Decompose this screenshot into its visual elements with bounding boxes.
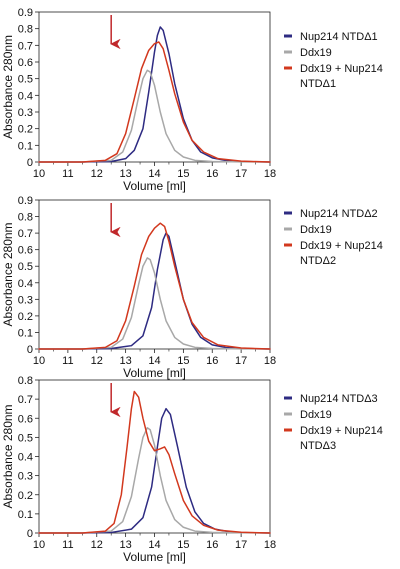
y-tick-label: 0.7 [18, 40, 33, 52]
y-tick-label: 0.9 [18, 195, 33, 207]
y-tick-label: 0.4 [18, 278, 33, 290]
y-tick-label: 0.6 [18, 413, 33, 425]
x-axis-label: Volume [ml] [123, 550, 186, 564]
x-tick-label: 18 [264, 355, 276, 367]
x-tick-label: 17 [235, 539, 247, 551]
y-tick-label: 0.3 [18, 107, 33, 119]
x-tick-label: 13 [120, 355, 132, 367]
y-tick-label: 0.1 [18, 509, 33, 521]
legend-label: Nup214 NTDΔ3 [300, 393, 378, 405]
x-tick-label: 15 [177, 168, 189, 180]
x-tick-label: 13 [120, 539, 132, 551]
y-tick-label: 0.5 [18, 261, 33, 273]
x-tick-label: 11 [62, 355, 73, 367]
x-axis-label: Volume [ml] [123, 179, 186, 193]
x-tick-label: 12 [91, 168, 103, 180]
y-tick-label: 0.6 [18, 245, 33, 257]
chart-panel-1: 0 0.1 0.2 0.3 0.4 0.5 0.6 0.7 0.8 0.9 10 11 12 13 14 15… [1, 7, 383, 193]
legend-label: Nup214 NTDΔ2 [300, 208, 378, 220]
legend-label-line2: NTDΔ2 [300, 255, 336, 267]
x-tick-label: 16 [206, 355, 218, 367]
x-axis-label: Volume [ml] [123, 366, 186, 380]
y-tick-label: 0 [27, 157, 33, 169]
series-line-nup214 [38, 407, 271, 534]
legend-label: Ddx19 [300, 224, 332, 236]
x-tick-label: 14 [148, 168, 160, 180]
y-tick-label: 0.3 [18, 294, 33, 306]
y-tick-label: 0.5 [18, 74, 33, 86]
y-tick-label: 0.8 [18, 24, 33, 36]
legend: Nup214 NTDΔ1 Ddx19 Ddx19 + Nup214 NTDΔ1 [284, 31, 383, 90]
x-tick-label: 10 [33, 355, 45, 367]
series-line-nup214 [38, 26, 271, 163]
series-line-ddx19 [38, 427, 271, 534]
series-line-nup214 [38, 232, 271, 350]
x-tick-label: 18 [264, 168, 276, 180]
x-tick-label: 11 [62, 168, 73, 180]
legend: Nup214 NTDΔ2 Ddx19 Ddx19 + Nup214 NTDΔ2 [284, 208, 383, 267]
legend-label: Ddx19 + Nup214 [300, 63, 383, 75]
series-line-complex [38, 390, 271, 534]
chart-panel-3: 0 0.1 0.2 0.3 0.4 0.5 0.6 0.7 0.8 10 11 12 13 14 15 16 1… [1, 375, 383, 564]
y-tick-label: 0.2 [18, 311, 33, 323]
x-tick-label: 17 [235, 355, 247, 367]
y-tick-label: 0.7 [18, 228, 33, 240]
legend-label-line2: NTDΔ1 [300, 78, 336, 90]
x-tick-label: 14 [148, 539, 160, 551]
y-tick-label: 0.3 [18, 471, 33, 483]
y-axis-label: Absorbance 280nm [1, 404, 15, 508]
legend-label: Ddx19 [300, 409, 332, 421]
y-tick-label: 0.8 [18, 212, 33, 224]
x-tick-label: 13 [120, 168, 132, 180]
y-tick-label: 0.8 [18, 375, 33, 387]
x-tick-label: 16 [206, 539, 218, 551]
legend-label-line2: NTDΔ3 [300, 440, 336, 452]
chart-panel-2: 0 0.1 0.2 0.3 0.4 0.5 0.6 0.7 0.8 0.9 10 11 12 13 14 15… [1, 195, 383, 380]
series-line-complex [38, 222, 271, 350]
plot-frame [38, 379, 271, 534]
x-tick-label: 15 [177, 355, 189, 367]
legend-label: Ddx19 [300, 47, 332, 59]
y-tick-label: 0.2 [18, 490, 33, 502]
x-tick-label: 14 [148, 355, 160, 367]
y-tick-label: 0.5 [18, 432, 33, 444]
legend-label: Ddx19 + Nup214 [300, 240, 383, 252]
x-tick-label: 11 [62, 539, 73, 551]
y-tick-label: 0.4 [18, 452, 33, 464]
y-tick-label: 0.9 [18, 7, 33, 19]
y-tick-label: 0.1 [18, 140, 33, 152]
y-axis-label: Absorbance 280nm [1, 222, 15, 326]
x-tick-label: 17 [235, 168, 247, 180]
y-tick-label: 0 [27, 344, 33, 356]
legend: Nup214 NTDΔ3 Ddx19 Ddx19 + Nup214 NTDΔ3 [284, 393, 383, 452]
x-tick-label: 12 [91, 539, 103, 551]
y-axis-label: Absorbance 280nm [1, 35, 15, 139]
y-tick-label: 0.4 [18, 90, 33, 102]
x-tick-label: 10 [33, 168, 45, 180]
y-tick-label: 0.2 [18, 124, 33, 136]
series-line-ddx19 [38, 69, 271, 163]
series-line-ddx19 [38, 257, 271, 350]
y-tick-label: 0.7 [18, 394, 33, 406]
series-line-complex [38, 41, 271, 163]
x-tick-label: 18 [264, 539, 276, 551]
x-tick-label: 10 [33, 539, 45, 551]
x-tick-label: 12 [91, 355, 103, 367]
y-tick-label: 0 [27, 528, 33, 540]
x-tick-label: 16 [206, 168, 218, 180]
legend-label: Nup214 NTDΔ1 [300, 31, 378, 43]
y-tick-label: 0.1 [18, 327, 33, 339]
legend-label: Ddx19 + Nup214 [300, 425, 383, 437]
y-tick-label: 0.6 [18, 57, 33, 69]
x-tick-label: 15 [177, 539, 189, 551]
